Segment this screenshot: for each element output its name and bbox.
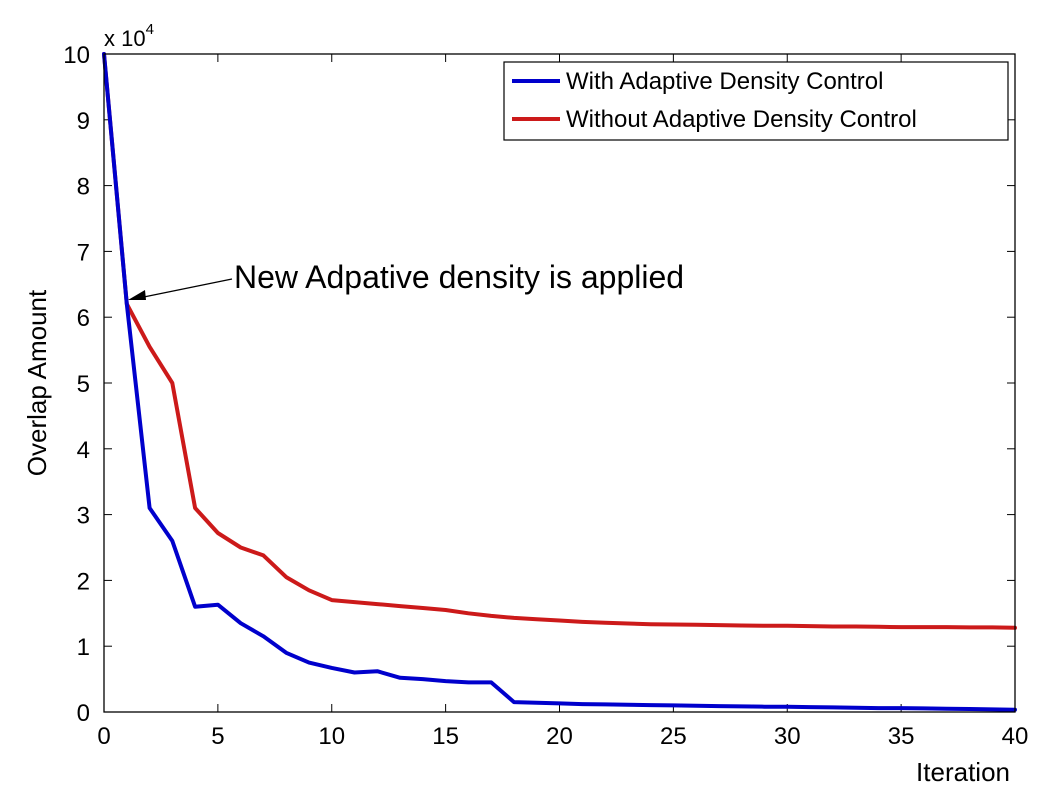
y-tick-label: 7	[77, 239, 90, 266]
x-tick-label: 0	[97, 723, 110, 750]
legend: With Adaptive Density Control Without Ad…	[503, 61, 1009, 141]
x-tick-label: 20	[546, 723, 573, 750]
x-axis-label: Iteration	[916, 757, 1010, 787]
annotation-text: New Adpative density is applied	[234, 259, 684, 295]
series-lines	[102, 52, 1017, 712]
y-tick-label: 6	[77, 305, 90, 332]
annotation-arrowhead	[128, 290, 146, 300]
legend-box	[503, 61, 1009, 141]
annotation-arrow-line	[133, 278, 233, 300]
legend-label-without: Without Adaptive Density Control	[566, 106, 917, 133]
x-tick-label: 25	[660, 723, 687, 750]
y-tick-labels: 0 1 2 3 4 5 6 7 8 9 10	[63, 42, 90, 727]
y-tick-label: 0	[77, 700, 90, 727]
x-tick-label: 40	[1002, 723, 1029, 750]
x-tick-label: 5	[211, 723, 224, 750]
y-tick-label: 4	[77, 437, 90, 464]
x-tick-label: 30	[774, 723, 801, 750]
y-axis-label: Overlap Amount	[22, 289, 52, 476]
x-tick-label: 35	[888, 723, 915, 750]
y-tick-label: 1	[77, 634, 90, 661]
y-tick-label: 10	[63, 42, 90, 69]
y-exponent-label: x 104	[104, 21, 154, 51]
legend-label-with: With Adaptive Density Control	[566, 68, 883, 95]
series-line-without-adaptive	[102, 52, 1017, 630]
y-tick-label: 3	[77, 503, 90, 530]
plot-area	[104, 54, 1015, 712]
y-tick-label: 2	[77, 568, 90, 595]
y-exponent-power: 4	[146, 21, 154, 38]
y-tick-label: 9	[77, 108, 90, 135]
plot-frame	[103, 53, 1016, 713]
x-tick-labels: 0 5 10 15 20 25 30 35 40	[97, 723, 1028, 750]
y-tick-label: 8	[77, 174, 90, 201]
x-tick-label: 10	[318, 723, 345, 750]
y-tick-label: 5	[77, 371, 90, 398]
x-tick-label: 15	[432, 723, 459, 750]
annotation: New Adpative density is applied	[128, 259, 684, 300]
series-line-with-adaptive	[102, 52, 1017, 712]
